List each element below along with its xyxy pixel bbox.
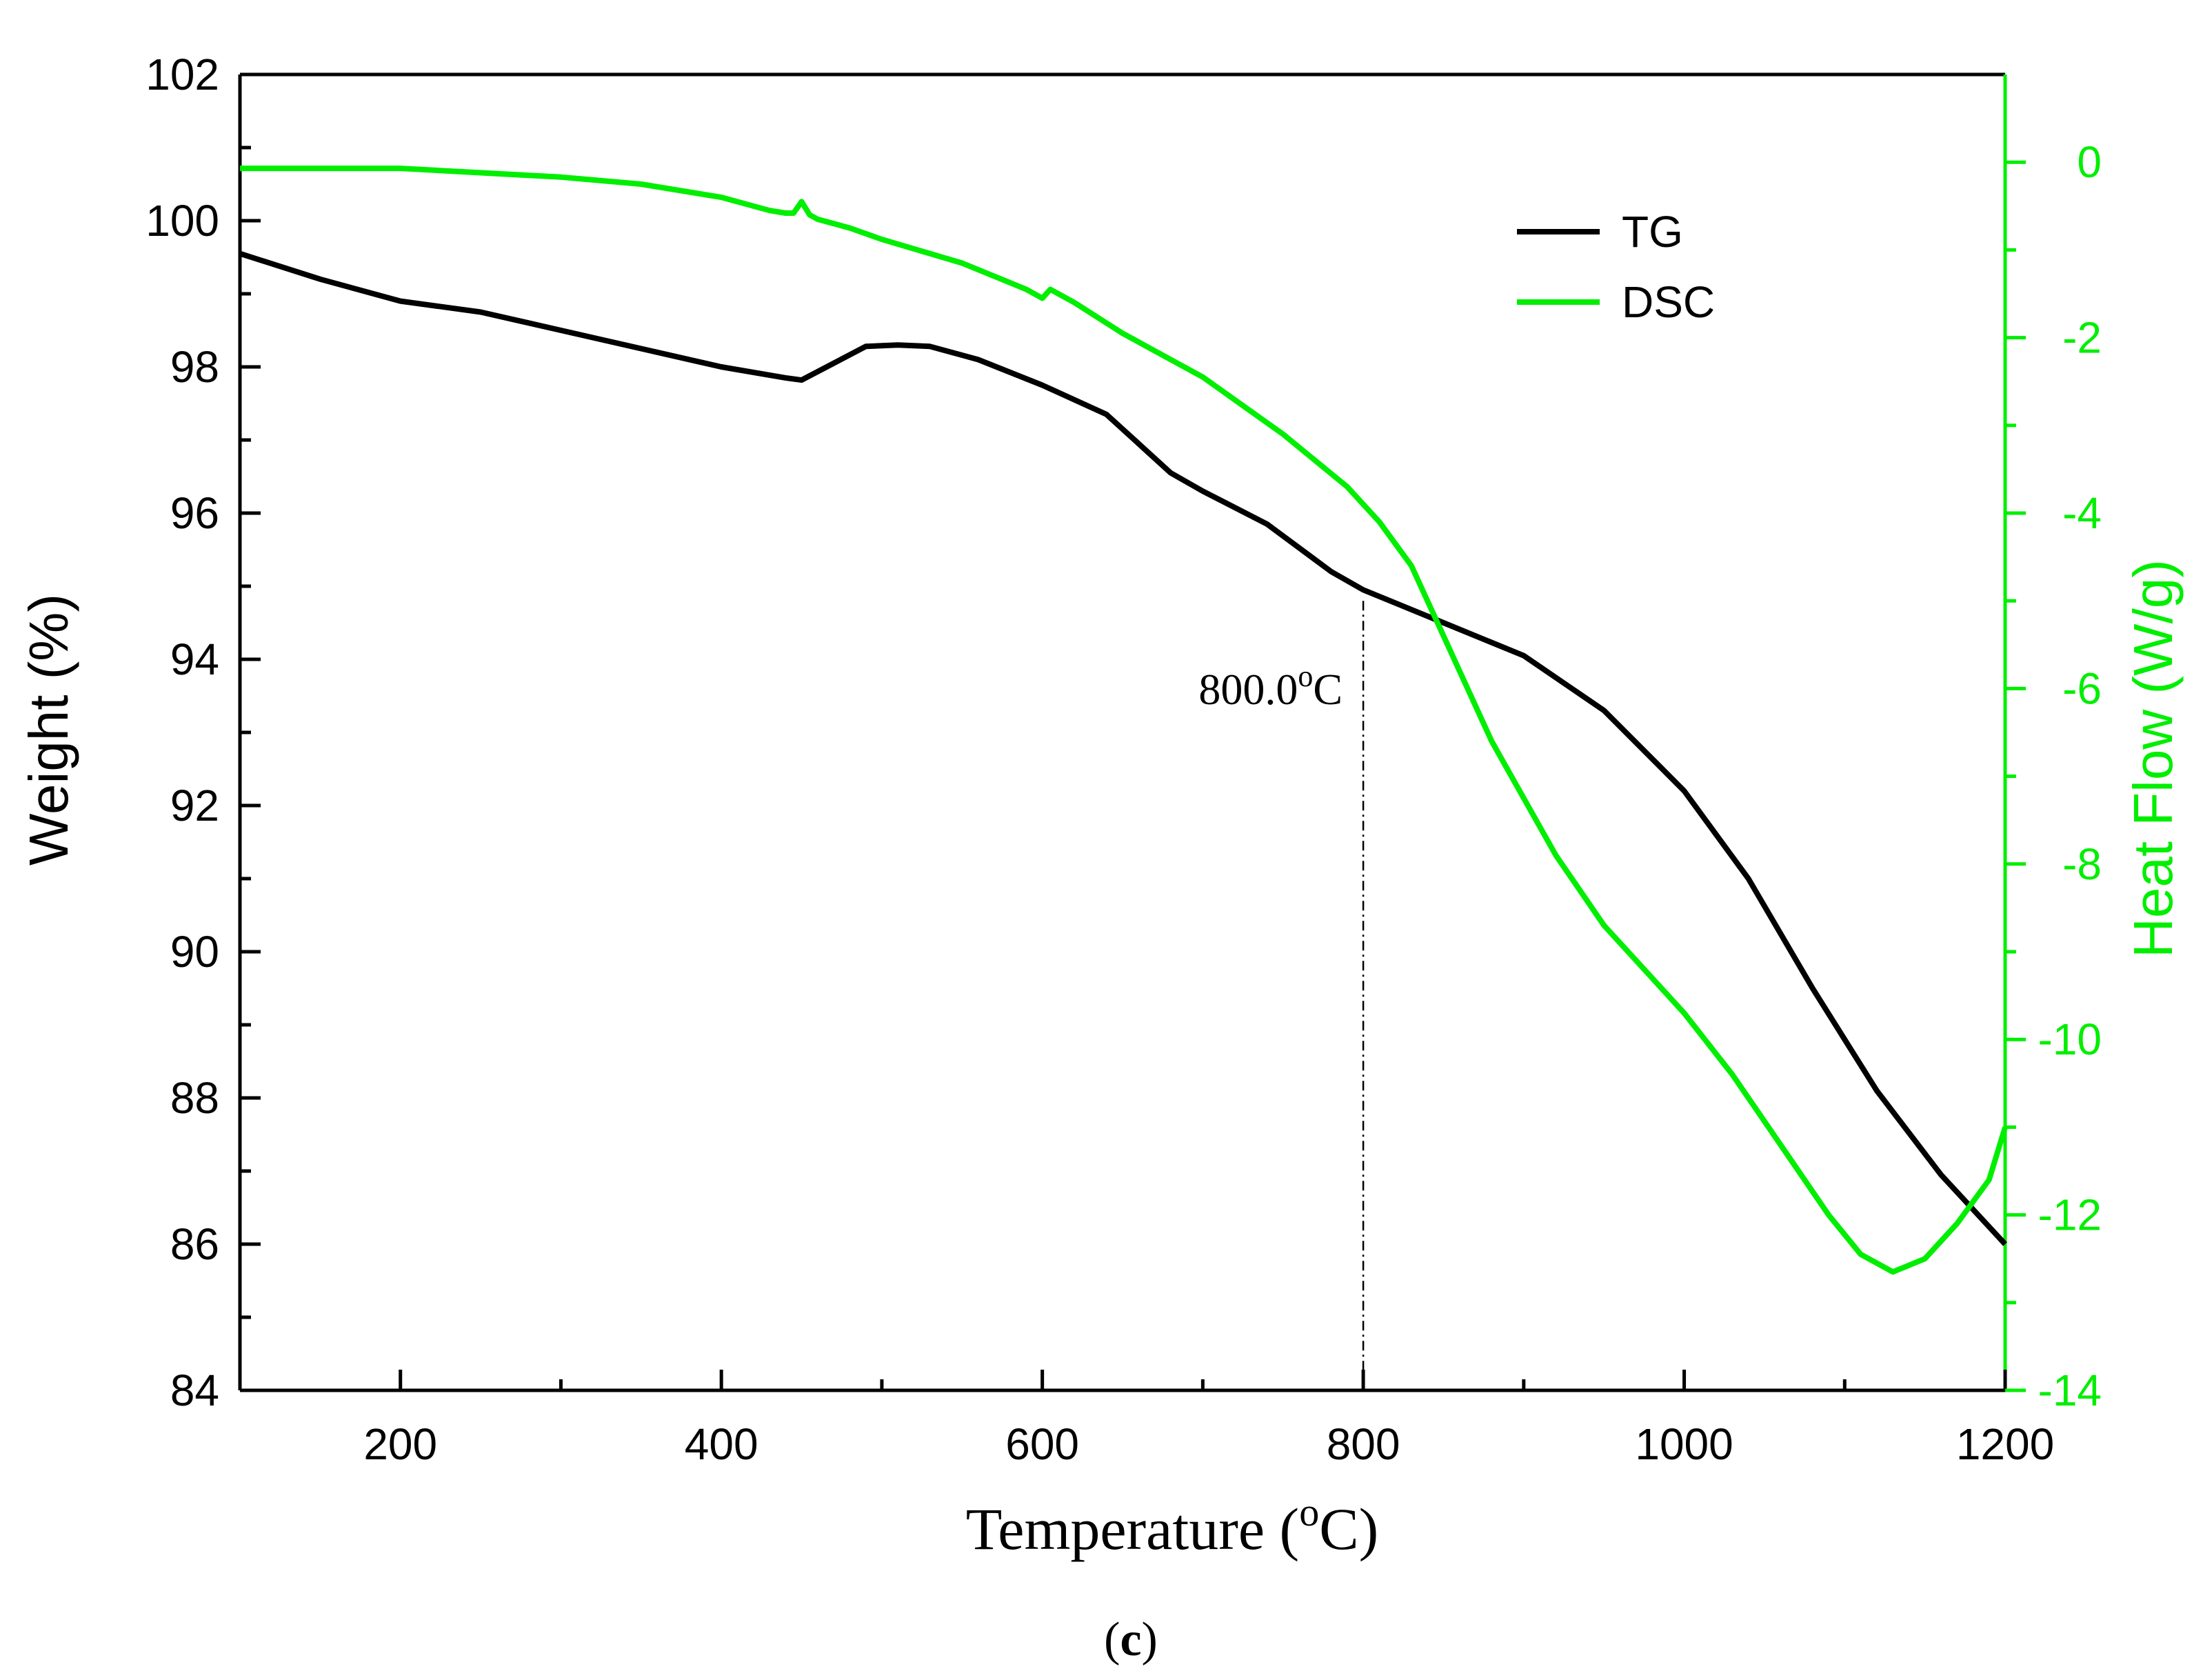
y-axis-label-left: Weight (%) xyxy=(18,594,79,866)
y-right-tick-label: -8 xyxy=(2062,839,2102,889)
x-axis-label-text: Temperature ( xyxy=(966,1496,1299,1562)
x-tick-label: 1200 xyxy=(1956,1419,2054,1469)
x-axis-label: Temperature (oC) xyxy=(966,1490,1378,1562)
x-tick-label: 400 xyxy=(685,1419,758,1469)
y-right-tick-label: -14 xyxy=(2038,1366,2102,1415)
y-left-tick-label: 100 xyxy=(145,196,219,246)
annotation-value: 800.0 xyxy=(1198,665,1298,714)
legend-label-tg: TG xyxy=(1622,207,1683,257)
series-line-dsc xyxy=(240,166,2008,1275)
y-right-tick-label: -4 xyxy=(2062,488,2102,538)
y-right-tick-label: -10 xyxy=(2038,1014,2102,1064)
x-axis-label-degree: o xyxy=(1299,1490,1319,1534)
y-left-tick-label: 102 xyxy=(145,50,219,99)
x-axis-label-unit: C) xyxy=(1319,1496,1378,1562)
y-left-tick-label: 96 xyxy=(170,488,219,538)
legend-label-dsc: DSC xyxy=(1622,277,1715,327)
y-right-tick-label: -12 xyxy=(2038,1190,2102,1240)
panel-label: (c) xyxy=(1104,1613,1158,1666)
panel-label-letter: c xyxy=(1120,1613,1141,1666)
y-right-tick-label: -2 xyxy=(2062,313,2102,363)
y-left-tick-label: 90 xyxy=(170,927,219,977)
y-axis-label-right: Heat Flow (W/g) xyxy=(2122,559,2184,958)
y-left-tick-label: 98 xyxy=(170,342,219,392)
x-tick-label: 1000 xyxy=(1635,1419,1733,1469)
legend: TG DSC xyxy=(1517,207,1715,327)
series-line-tg xyxy=(239,250,2007,1246)
y-left-tick-label: 86 xyxy=(170,1219,219,1269)
y-left-tick-label: 88 xyxy=(170,1073,219,1123)
x-tick-label: 200 xyxy=(363,1419,437,1469)
y-left-tick-label: 94 xyxy=(170,634,219,684)
annotation-label: 800.0oC xyxy=(1198,659,1343,714)
y-right-tick-label: -6 xyxy=(2062,663,2102,713)
y-left-tick-label: 84 xyxy=(170,1366,219,1415)
annotation-unit: C xyxy=(1313,665,1343,714)
ticks-layer: 200 400 600 800 1000 1200 84 86 88 90 92 94 96 98 100 1… xyxy=(145,50,2102,1469)
x-tick-label: 800 xyxy=(1327,1419,1400,1469)
y-right-tick-label: 0 xyxy=(2077,137,2102,187)
x-tick-label: 600 xyxy=(1005,1419,1079,1469)
annotation-degree: o xyxy=(1298,659,1313,693)
y-left-tick-label: 92 xyxy=(170,781,219,830)
